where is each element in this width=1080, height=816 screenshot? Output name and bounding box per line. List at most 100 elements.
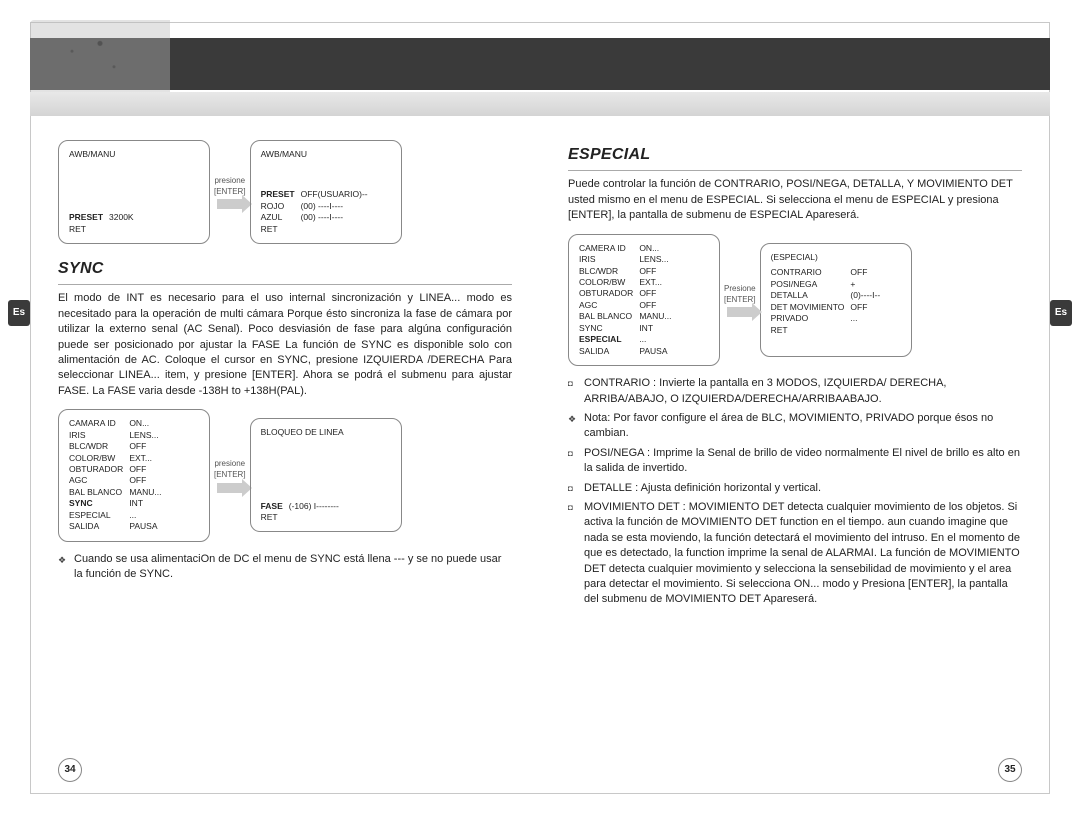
table-cell: PRESET — [69, 212, 109, 223]
table-cell: + — [850, 279, 886, 290]
table-cell: MANU... — [639, 311, 677, 322]
table-cell: ESPECIAL — [579, 334, 639, 345]
table-cell: IRIS — [579, 254, 639, 265]
table-cell: OBTURADOR — [579, 288, 639, 299]
table-cell: (0)----I-- — [850, 290, 886, 301]
bullet-item: Nota: Por favor configure el área de BLC… — [568, 411, 1022, 442]
box-table: CONTRARIOOFFPOSI/NEGA+DETALLA(0)----I--D… — [771, 267, 887, 336]
left-column: Es AWB/MANU PRESET3200KRET presione [ENT… — [30, 140, 540, 786]
table-cell: AGC — [69, 475, 129, 486]
table-cell: OFF — [129, 475, 167, 486]
awb-box-1: AWB/MANU PRESET3200KRET — [58, 140, 210, 244]
table-cell: FASE — [261, 501, 289, 512]
lang-tab-left: Es — [8, 300, 30, 326]
page-content: Es AWB/MANU PRESET3200KRET presione [ENT… — [30, 140, 1050, 786]
page-number-right: 35 — [998, 758, 1022, 782]
table-cell: ESPECIAL — [69, 510, 129, 521]
lang-tab-right: Es — [1050, 300, 1072, 326]
table-cell — [301, 224, 374, 235]
arrow-label: Presione — [724, 283, 756, 294]
note-item: Cuando se usa alimentaciOn de DC el menu… — [58, 552, 512, 583]
right-column: Es ESPECIAL Puede controlar la función d… — [540, 140, 1050, 786]
table-cell — [850, 325, 886, 336]
table-cell: RET — [771, 325, 851, 336]
table-cell: ROJO — [261, 201, 301, 212]
table-cell: ... — [639, 334, 677, 345]
sync-heading: SYNC — [58, 254, 512, 285]
bullet-item: DETALLE : Ajusta definición horizontal y… — [568, 481, 1022, 496]
box-table: PRESETOFF(USUARIO)--ROJO(00) ----I----AZ… — [261, 189, 374, 235]
table-cell: SALIDA — [69, 521, 129, 532]
table-cell: BLC/WDR — [579, 266, 639, 277]
header-light-bar — [30, 92, 1050, 116]
arrow-3: Presione [ENTER] — [724, 283, 756, 317]
table-cell: IRIS — [69, 430, 129, 441]
table-cell: ON... — [129, 418, 167, 429]
linelock-box: BLOQUEO DE LINEA FASE(-106) I--------RET — [250, 418, 402, 532]
especial-body: Puede controlar la función de CONTRARIO,… — [568, 177, 1022, 223]
table-cell: BAL BLANCO — [69, 487, 129, 498]
table-cell: RET — [261, 512, 289, 523]
table-cell: PAUSA — [129, 521, 167, 532]
arrow-icon — [217, 199, 243, 209]
box-title: BLOQUEO DE LINEA — [261, 427, 391, 438]
table-cell: BLC/WDR — [69, 441, 129, 452]
table-cell: EXT... — [639, 277, 677, 288]
table-cell: DET MOVIMIENTO — [771, 302, 851, 313]
awb-box-2: AWB/MANU PRESETOFF(USUARIO)--ROJO(00) --… — [250, 140, 402, 244]
table-cell: AZUL — [261, 212, 301, 223]
arrow-icon — [727, 307, 753, 317]
table-cell: RET — [261, 224, 301, 235]
table-cell: DETALLA — [771, 290, 851, 301]
box-table: PRESET3200KRET — [69, 212, 140, 235]
table-cell: (-106) I-------- — [289, 501, 345, 512]
box-title: AWB/MANU — [261, 149, 391, 160]
table-cell: SALIDA — [579, 346, 639, 357]
table-cell: OFF — [850, 302, 886, 313]
table-cell: PRESET — [261, 189, 301, 200]
table-cell — [289, 512, 345, 523]
arrow-label: presione — [214, 175, 246, 186]
table-cell: OFF — [850, 267, 886, 278]
bullet-item: MOVIMIENTO DET : MOVIMIENTO DET detecta … — [568, 500, 1022, 608]
table-cell: 3200K — [109, 212, 140, 223]
box-title: (ESPECIAL) — [771, 252, 901, 263]
table-cell: INT — [639, 323, 677, 334]
especial-heading: ESPECIAL — [568, 140, 1022, 171]
table-cell: BAL BLANCO — [579, 311, 639, 322]
especial-row: CAMERA IDON...IRISLENS...BLC/WDROFFCOLOR… — [568, 234, 1022, 367]
arrow-1: presione [ENTER] — [214, 175, 246, 209]
table-cell: SYNC — [69, 498, 129, 509]
table-cell: ... — [129, 510, 167, 521]
header-dark-bar — [30, 38, 1050, 90]
table-cell: CONTRARIO — [771, 267, 851, 278]
sync-body: El modo de INT es necesario para el uso … — [58, 291, 512, 399]
sync-row: CAMARA IDON...IRISLENS...BLC/WDROFFCOLOR… — [58, 409, 512, 542]
table-cell: COLOR/BW — [69, 453, 129, 464]
table-cell: INT — [129, 498, 167, 509]
table-cell: EXT... — [129, 453, 167, 464]
table-cell: CAMARA ID — [69, 418, 129, 429]
settings-box: CAMERA IDON...IRISLENS...BLC/WDROFFCOLOR… — [568, 234, 720, 367]
table-cell: OFF(USUARIO)-- — [301, 189, 374, 200]
settings-box: CAMARA IDON...IRISLENS...BLC/WDROFFCOLOR… — [58, 409, 210, 542]
box-title: AWB/MANU — [69, 149, 199, 160]
table-cell: (00) ----I---- — [301, 201, 374, 212]
table-cell: ON... — [639, 243, 677, 254]
especial-submenu-box: (ESPECIAL) CONTRARIOOFFPOSI/NEGA+DETALLA… — [760, 243, 912, 357]
table-cell: OFF — [639, 300, 677, 311]
arrow-label: presione — [214, 458, 246, 469]
box-table: CAMERA IDON...IRISLENS...BLC/WDROFFCOLOR… — [579, 243, 677, 358]
table-cell: COLOR/BW — [579, 277, 639, 288]
arrow-2: presione [ENTER] — [214, 458, 246, 492]
table-cell: OFF — [129, 464, 167, 475]
box-table: CAMARA IDON...IRISLENS...BLC/WDROFFCOLOR… — [69, 418, 167, 533]
table-cell: MANU... — [129, 487, 167, 498]
table-cell: SYNC — [579, 323, 639, 334]
table-cell: LENS... — [129, 430, 167, 441]
table-cell — [109, 224, 140, 235]
page-number-left: 34 — [58, 758, 82, 782]
table-cell: ... — [850, 313, 886, 324]
table-cell: OFF — [129, 441, 167, 452]
table-cell: LENS... — [639, 254, 677, 265]
